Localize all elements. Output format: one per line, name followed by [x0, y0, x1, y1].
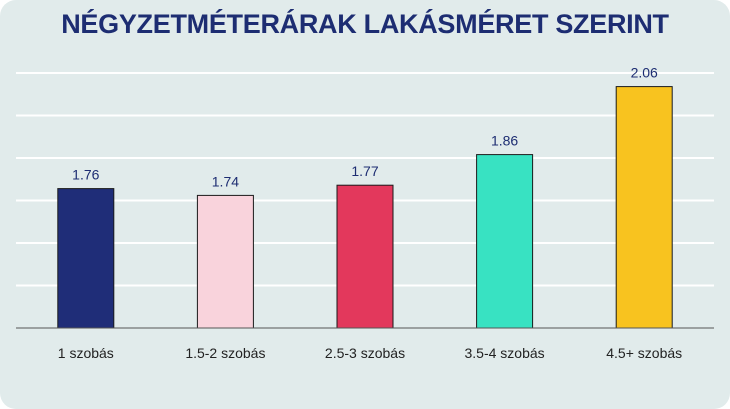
data-label: 2.06	[631, 65, 658, 81]
chart-title: NÉGYZETMÉTERÁRAK LAKÁSMÉRET SZERINT	[61, 9, 669, 39]
bar	[476, 154, 534, 329]
x-tick-label: 3.5-4 szobás	[465, 345, 545, 361]
x-tick-label: 2.5-3 szobás	[325, 345, 405, 361]
data-label: 1.77	[351, 163, 378, 179]
bar	[196, 194, 254, 329]
x-tick-label: 4.5+ szobás	[606, 345, 682, 361]
bar	[615, 86, 673, 329]
x-tick-label: 1 szobás	[58, 345, 114, 361]
data-label: 1.76	[72, 167, 99, 183]
x-tick-label: 1.5-2 szobás	[185, 345, 265, 361]
bar	[336, 184, 394, 329]
data-label: 1.86	[491, 133, 518, 149]
data-label: 1.74	[212, 173, 239, 189]
bar	[57, 188, 115, 329]
